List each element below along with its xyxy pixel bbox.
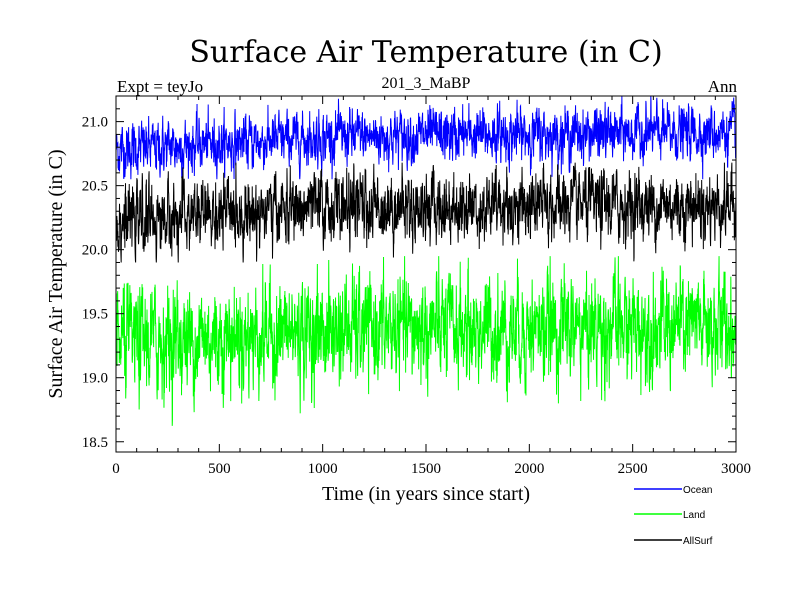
x-tick-label: 1000 bbox=[308, 461, 338, 477]
chart-title: Surface Air Temperature (in C) bbox=[189, 35, 662, 70]
legend: Ocean Land AllSurf bbox=[634, 485, 713, 547]
x-tick-label: 2000 bbox=[514, 461, 544, 477]
y-tick-label: 20.0 bbox=[82, 243, 108, 259]
x-tick-label: 1500 bbox=[411, 461, 441, 477]
series-line-allsurf bbox=[115, 162, 737, 263]
x-tick-label: 500 bbox=[208, 461, 231, 477]
y-tick-label: 19.0 bbox=[82, 371, 108, 387]
y-tick-label: 18.5 bbox=[82, 435, 108, 451]
y-axis-label: Surface Air Temperature (in C) bbox=[45, 149, 67, 398]
x-axis-label: Time (in years since start) bbox=[322, 483, 530, 505]
series-line-ocean bbox=[115, 95, 737, 180]
y-tick-label: 20.5 bbox=[82, 179, 108, 195]
legend-label-land: Land bbox=[683, 510, 705, 521]
series-line-land bbox=[115, 256, 737, 426]
x-tick-label: 0 bbox=[112, 461, 120, 477]
y-axis: 18.5 19.0 19.5 20.0 20.5 21.0 bbox=[82, 108, 736, 451]
experiment-label: Expt = teyJo bbox=[117, 77, 203, 96]
legend-label-ocean: Ocean bbox=[683, 485, 712, 496]
x-axis: 0 500 1000 1500 2000 2500 3000 bbox=[112, 96, 751, 477]
season-label: Ann bbox=[708, 77, 738, 96]
period-label: 201_3_MaBP bbox=[382, 75, 471, 92]
x-tick-label: 2500 bbox=[618, 461, 648, 477]
legend-label-allsurf: AllSurf bbox=[683, 536, 713, 547]
series-layer bbox=[115, 95, 737, 426]
y-tick-label: 19.5 bbox=[82, 307, 108, 323]
y-tick-label: 21.0 bbox=[82, 115, 108, 131]
x-tick-label: 3000 bbox=[721, 461, 751, 477]
